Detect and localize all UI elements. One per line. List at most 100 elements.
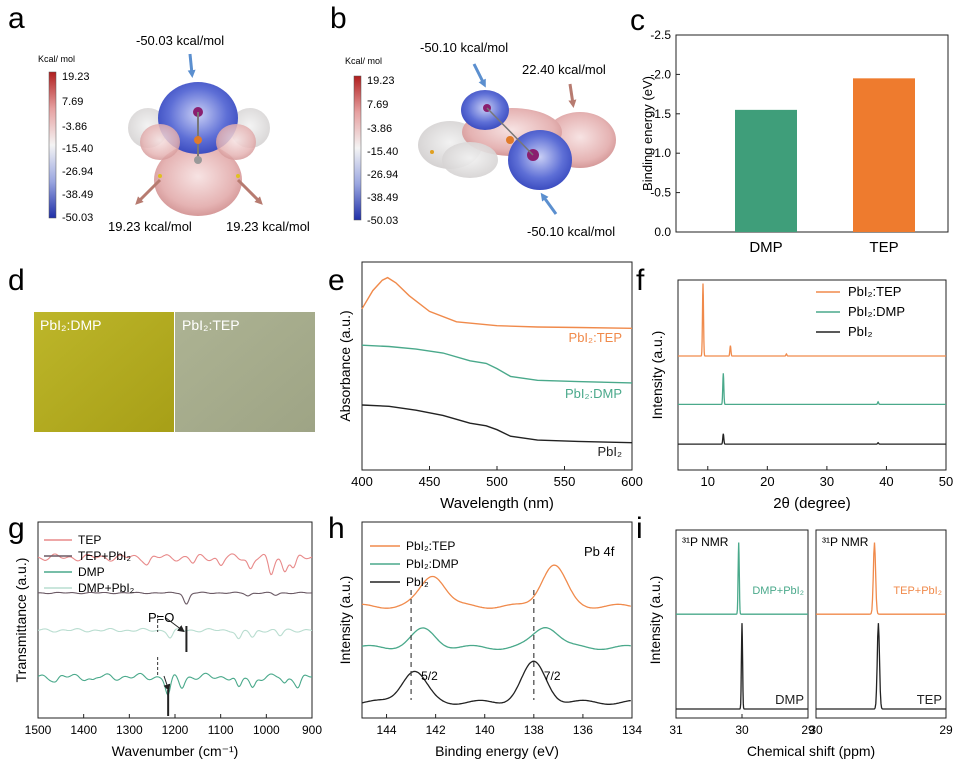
annotation-right: 19.23 kcal/mol [226, 219, 310, 234]
legend-label: PbI₂ [406, 575, 429, 589]
series-label: PbI₂:DMP [565, 386, 622, 401]
y-tick-label: -0.5 [650, 186, 671, 200]
colorbar-title: Kcal/ mol [345, 56, 382, 66]
colorbar-tick: -50.03 [367, 215, 398, 227]
colorbar-tick: 19.23 [367, 75, 395, 87]
peak-label: 7/2 [544, 669, 561, 683]
x-tick-label: 50 [939, 474, 953, 489]
y-axis-label: Intensity (a.u.) [649, 331, 665, 420]
x-tick-label: 40 [879, 474, 893, 489]
x-tick-label: 900 [302, 723, 322, 737]
annotation-top-right: 22.40 kcal/mol [522, 62, 606, 77]
series-line-1 [678, 373, 946, 406]
chart-g: 1500 1400 1300 1200 1100 1000 900 Wavenumber (c… [13, 521, 322, 759]
panel-letter-e: e [328, 264, 345, 297]
panel-letter-a: a [8, 2, 25, 35]
y-axis-label: Binding energy (eV) [640, 76, 655, 191]
x-tick-label: 500 [486, 474, 508, 489]
y-axis-label: Intensity (a.u.) [647, 576, 663, 665]
legend-label: PbI₂ [848, 324, 873, 339]
series-line-2 [37, 672, 313, 696]
y-tick-label: -2.0 [650, 67, 671, 81]
panel-letter-h: h [328, 512, 345, 545]
series-line-1 [361, 627, 631, 651]
legend-label: PbI₂:TEP [848, 284, 901, 299]
colorbar-tick: -26.94 [62, 166, 93, 178]
film-tep [175, 312, 315, 432]
x-tick-label: DMP [749, 239, 782, 256]
colorbar-tick: 19.23 [62, 71, 90, 83]
x-axis-label: Wavenumber (cm⁻¹) [112, 743, 239, 759]
plot-frame [815, 529, 947, 719]
annotation-left: 19.23 kcal/mol [108, 219, 192, 234]
series-line-3 [37, 627, 313, 640]
film-tep-label: PbI₂:TEP [182, 317, 240, 333]
panel-d: PbI₂:DMP PbI₂:TEP [34, 312, 315, 432]
series-line-0 [816, 542, 946, 615]
panel-a: Kcal/ mol 19.23 7.69 -3.86 -15.40 -26.94… [38, 33, 310, 234]
chart-e: 400 450 500 550 600 Wavelength (nm) Absorbance… [337, 261, 643, 512]
film-dmp [34, 312, 174, 432]
legend-label: PbI₂:TEP [406, 539, 455, 553]
series-line-1 [361, 344, 633, 384]
panel-letter-b: b [330, 2, 347, 35]
colorbar [353, 75, 362, 221]
series-line-0 [37, 553, 313, 576]
y-tick-label: -1.0 [650, 146, 671, 160]
series-line-1 [816, 623, 946, 710]
x-tick-label: 1100 [208, 723, 234, 737]
x-tick-label: 29 [939, 723, 953, 737]
arrow-left [135, 178, 162, 205]
x-tick-label: 30 [809, 723, 823, 737]
x-tick-label: 30 [820, 474, 834, 489]
panel-letter-d: d [8, 264, 25, 297]
x-tick-label: 20 [760, 474, 774, 489]
colorbar-tick: -26.94 [367, 169, 398, 181]
peak-label: 5/2 [421, 669, 438, 683]
x-tick-label: 31 [669, 723, 683, 737]
series-label: TEP+PbI₂ [893, 585, 942, 597]
y-tick-label: -1.5 [650, 107, 671, 121]
plot-frame [675, 34, 949, 233]
series-line-1 [38, 591, 312, 605]
arrow-bottom [540, 192, 558, 215]
colorbar-tick: -15.40 [367, 146, 398, 158]
arrow-right [236, 178, 263, 205]
colorbar-tick: -3.86 [367, 123, 392, 135]
series-line-2 [361, 660, 631, 705]
panel-letter-i: i [636, 512, 643, 545]
arrow-top-right [568, 83, 577, 108]
esp-surface [128, 82, 270, 216]
legend-label: PbI₂:DMP [406, 557, 459, 571]
legend-label: DMP [78, 565, 105, 579]
colorbar-ticks: 19.23 7.69 -3.86 -15.40 -26.94 -38.49 -5… [62, 71, 93, 224]
series-label: PbI₂:TEP [569, 330, 622, 345]
chart-h: 144 142 140 138 136 134 Binding energy (eV) Int… [337, 521, 642, 759]
panel-letter-f: f [636, 264, 645, 297]
y-tick-label: 0.0 [654, 225, 671, 239]
panel-title: Pb 4f [584, 544, 615, 559]
series-line-2 [361, 404, 633, 444]
subplot-title: ³¹P NMR [822, 535, 869, 549]
x-tick-label: 1000 [253, 723, 280, 737]
x-axis-label: Wavelength (nm) [440, 495, 554, 512]
series-line-0 [676, 542, 808, 615]
x-tick-label: TEP [869, 239, 898, 256]
legend-label: DMP+PbI₂ [78, 581, 135, 595]
arrow-top-left [472, 63, 486, 88]
x-tick-label: 142 [426, 723, 446, 737]
panel-letter-c: c [630, 4, 645, 37]
legend-label: PbI₂:DMP [848, 304, 905, 319]
x-axis-label: 2θ (degree) [773, 495, 851, 512]
x-tick-label: 400 [351, 474, 373, 489]
series-line-0 [678, 283, 946, 357]
series-label: TEP [917, 692, 942, 707]
colorbar-tick: -3.86 [62, 121, 87, 133]
annotation-top-left: -50.10 kcal/mol [420, 40, 508, 55]
annotation-p-o: P=O [148, 610, 174, 625]
x-tick-label: 1500 [25, 723, 52, 737]
colorbar-tick: 7.69 [367, 99, 388, 111]
x-tick-label: 30 [735, 723, 749, 737]
